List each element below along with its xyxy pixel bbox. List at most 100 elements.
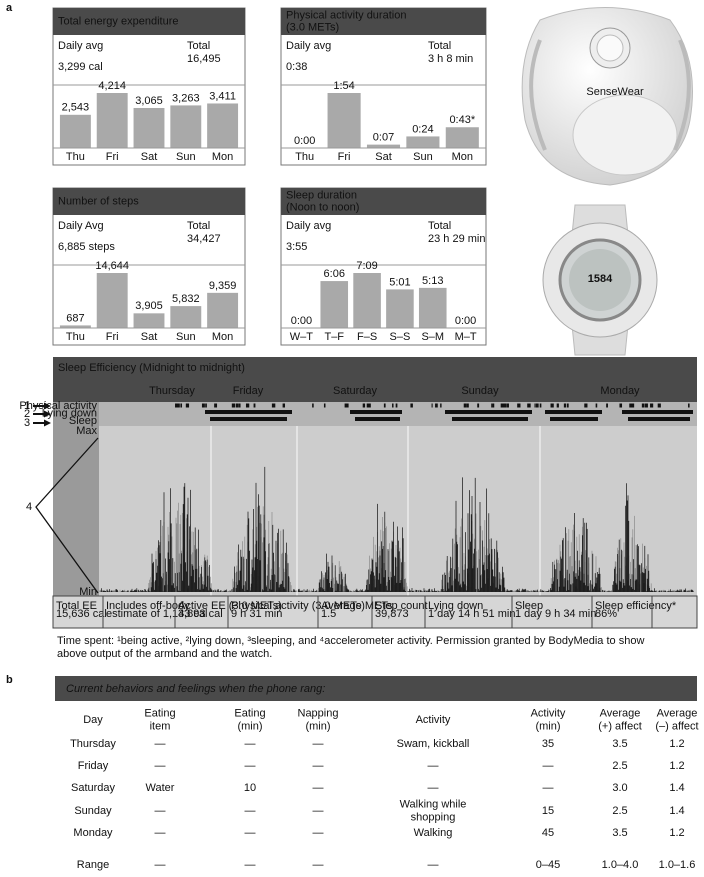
table-cell: Saturday bbox=[71, 782, 116, 794]
activity-tick bbox=[245, 403, 250, 408]
value-label: 0:43* bbox=[449, 114, 475, 126]
footer-text: estimate of 1,143 cal bbox=[106, 608, 208, 620]
sleep-bar bbox=[452, 417, 528, 421]
table-cell: — bbox=[428, 859, 439, 871]
value-label: 6:06 bbox=[324, 268, 345, 280]
bar bbox=[207, 292, 239, 328]
caption: above output of the armband and the watc… bbox=[57, 648, 272, 660]
table-cell: 1.2 bbox=[669, 760, 684, 772]
value-label: 1:54 bbox=[333, 80, 354, 92]
activity-tick bbox=[383, 403, 386, 408]
panel-title: Sleep duration bbox=[286, 189, 357, 201]
activity-tick bbox=[556, 403, 559, 408]
sleep-bar bbox=[550, 417, 598, 421]
value-label: 3,263 bbox=[172, 92, 200, 104]
sleep-bar bbox=[355, 417, 400, 421]
lying-bar bbox=[545, 410, 602, 414]
activity-tick bbox=[214, 403, 216, 408]
avg-label: Daily Avg bbox=[58, 220, 104, 232]
bar bbox=[353, 273, 381, 328]
activity-tick bbox=[606, 403, 608, 408]
table-cell: Walking while bbox=[400, 798, 467, 810]
x-tick-label: Sun bbox=[413, 151, 433, 163]
table-cell: (–) affect bbox=[655, 720, 698, 732]
activity-tick bbox=[282, 403, 286, 408]
value-label: 3,905 bbox=[135, 300, 163, 312]
bar bbox=[366, 144, 401, 148]
day-label: Monday bbox=[600, 385, 640, 397]
activity-tick bbox=[410, 403, 413, 408]
bar bbox=[170, 105, 202, 148]
footer-text: 3,893 cal bbox=[178, 608, 223, 620]
max-label: Max bbox=[76, 425, 97, 437]
panel-label: a bbox=[6, 2, 13, 14]
table-cell: — bbox=[313, 760, 324, 772]
avg-label: Daily avg bbox=[58, 40, 103, 52]
table-cell: (min) bbox=[305, 720, 330, 732]
table-cell: Range bbox=[77, 859, 109, 871]
activity-tick bbox=[491, 403, 493, 408]
activity-tick bbox=[431, 403, 433, 408]
table-cell: Napping bbox=[298, 707, 339, 719]
activity-tick bbox=[503, 403, 507, 408]
activity-tick bbox=[254, 403, 256, 408]
activity-tick bbox=[563, 403, 567, 408]
x-tick-label: Fri bbox=[106, 331, 119, 343]
footer-text: 39,873 bbox=[375, 608, 409, 620]
total-value: 3 h 8 min bbox=[428, 53, 473, 65]
marker-arrowhead bbox=[44, 419, 51, 427]
activity-tick bbox=[466, 403, 469, 408]
value-label: 4,214 bbox=[98, 80, 126, 92]
bar bbox=[59, 114, 91, 148]
total-value: 34,427 bbox=[187, 233, 221, 245]
table-cell: 2.5 bbox=[612, 760, 627, 772]
bar bbox=[406, 136, 440, 148]
activity-tick bbox=[201, 403, 205, 408]
activity-tick bbox=[641, 403, 644, 408]
min-label: Min bbox=[79, 586, 97, 598]
footer-text: 1 day 14 h 51 min bbox=[428, 608, 515, 620]
activity-tick bbox=[205, 403, 207, 408]
activity-tick bbox=[345, 403, 348, 408]
panel-title-bar bbox=[281, 8, 486, 35]
table-cell: Average bbox=[600, 707, 641, 719]
activity-tick bbox=[392, 403, 394, 408]
activity-tick bbox=[501, 403, 504, 408]
day-label: Sunday bbox=[461, 385, 499, 397]
total-label: Total bbox=[187, 220, 210, 232]
value-label: 3,065 bbox=[135, 95, 163, 107]
table-cell: — bbox=[428, 782, 439, 794]
table-cell: 1.0–1.6 bbox=[659, 859, 696, 871]
total-value: 16,495 bbox=[187, 53, 221, 65]
panel-title: Number of steps bbox=[58, 195, 139, 207]
trace-black bbox=[99, 466, 694, 592]
sleep-bar bbox=[210, 417, 287, 421]
panel-title: Physical activity duration bbox=[286, 9, 406, 21]
table-cell: — bbox=[245, 805, 256, 817]
value-label: 5:01 bbox=[389, 276, 410, 288]
activity-tick bbox=[584, 403, 588, 408]
bar bbox=[327, 93, 361, 148]
total-label: Total bbox=[187, 40, 210, 52]
footer-text: 1.5 bbox=[321, 608, 336, 620]
x-tick-label: Thu bbox=[66, 151, 85, 163]
activity-tick bbox=[630, 403, 635, 408]
activity-tick bbox=[463, 403, 466, 408]
table-cell: — bbox=[245, 859, 256, 871]
x-tick-label: Sun bbox=[176, 151, 196, 163]
table-cell: Friday bbox=[78, 760, 109, 772]
activity-tick bbox=[395, 403, 398, 408]
footer-text: Includes off-body bbox=[106, 600, 190, 612]
value-label: 9,359 bbox=[209, 280, 237, 292]
table-cell: Thursday bbox=[70, 738, 116, 750]
panel-title: (Noon to noon) bbox=[286, 201, 359, 213]
day-label: Thursday bbox=[149, 385, 195, 397]
panel-title-bar bbox=[53, 188, 245, 215]
x-tick-label: Mon bbox=[452, 151, 473, 163]
table-cell: 15 bbox=[542, 805, 554, 817]
total-label: Total bbox=[428, 40, 451, 52]
table-cell: 3.5 bbox=[612, 738, 627, 750]
activity-tick bbox=[527, 403, 530, 408]
activity-tick bbox=[688, 403, 690, 408]
